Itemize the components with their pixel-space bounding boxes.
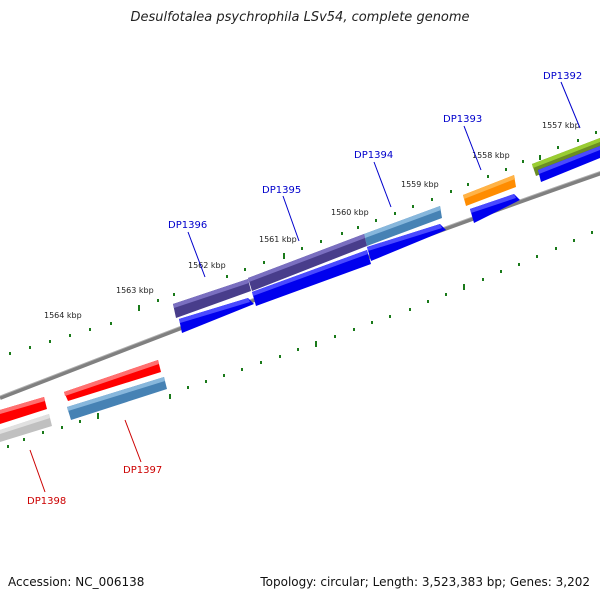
scale-label: 1564 kbp bbox=[44, 311, 82, 320]
gene-label-DP1393[interactable]: DP1393 bbox=[443, 114, 482, 125]
tick-row-inner bbox=[7, 231, 593, 448]
feature-DP1393[interactable] bbox=[463, 175, 516, 206]
feature-DP1398[interactable] bbox=[0, 397, 52, 442]
accession-text: Accession: NC_006138 bbox=[8, 575, 145, 589]
scale-label: 1560 kbp bbox=[331, 208, 369, 217]
map-title: Desulfotalea psychrophila LSv54, complet… bbox=[130, 10, 470, 25]
scale-label: 1557 kbp bbox=[542, 121, 580, 130]
feature-DP1397[interactable] bbox=[64, 360, 167, 420]
feature-DP1395[interactable] bbox=[248, 234, 367, 291]
gene-label-DP1394[interactable]: DP1394 bbox=[354, 150, 393, 161]
gene-label-DP1395[interactable]: DP1395 bbox=[262, 185, 301, 196]
gene-label-DP1392[interactable]: DP1392 bbox=[543, 71, 582, 82]
gene-labels: DP1392 DP1393 DP1394 DP1395 DP1396 DP139… bbox=[27, 71, 582, 507]
tick-row-outer bbox=[9, 131, 597, 355]
gene-label-DP1398[interactable]: DP1398 bbox=[27, 496, 66, 507]
gene-label-DP1396[interactable]: DP1396 bbox=[168, 220, 207, 231]
gene-label-DP1397[interactable]: DP1397 bbox=[123, 465, 162, 476]
scale-label: 1558 kbp bbox=[472, 151, 510, 160]
scale-label: 1559 kbp bbox=[401, 180, 439, 189]
summary-text: Topology: circular; Length: 3,523,383 bp… bbox=[260, 575, 590, 589]
scale-labels: 1557 kbp 1558 kbp 1559 kbp 1560 kbp 1561… bbox=[44, 121, 580, 320]
scale-label: 1561 kbp bbox=[259, 235, 297, 244]
cds-forward-row bbox=[179, 146, 600, 333]
scale-label: 1562 kbp bbox=[188, 261, 226, 270]
feature-DP1394[interactable] bbox=[364, 206, 442, 246]
leader-lines bbox=[29, 81, 581, 493]
scale-label: 1563 kbp bbox=[116, 286, 154, 295]
feature-DP1396[interactable] bbox=[173, 279, 251, 318]
